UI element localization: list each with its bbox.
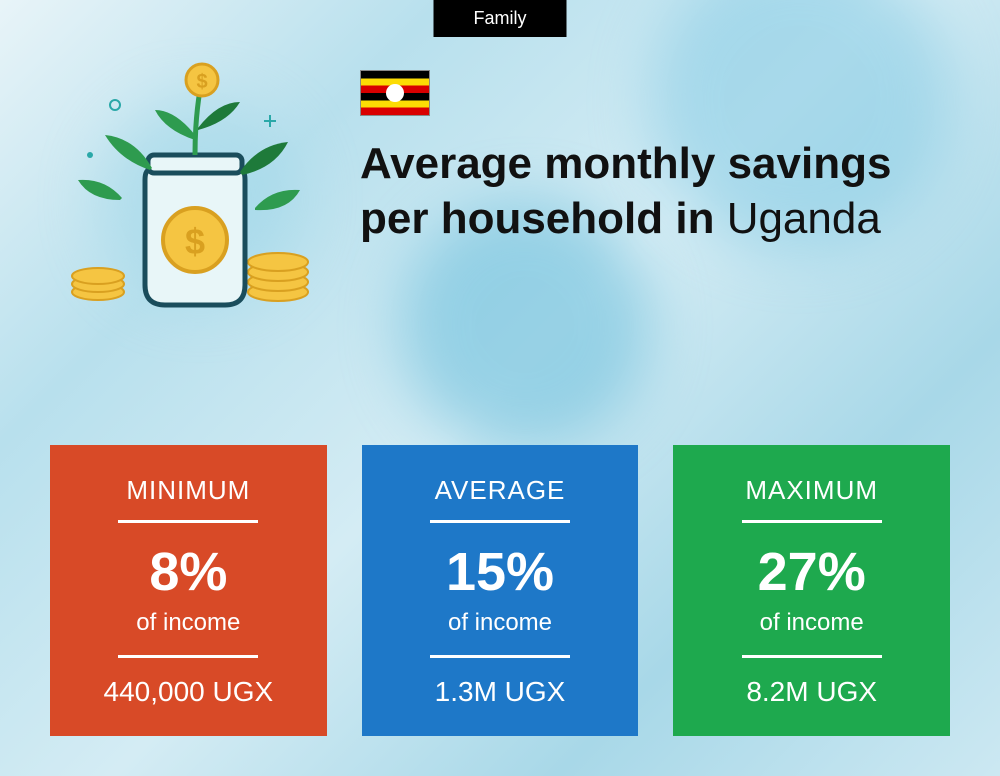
headline: Average monthly savings per household in…: [360, 136, 940, 246]
card-amount: 440,000 UGX: [70, 676, 307, 708]
card-percent: 27%: [693, 541, 930, 603]
card-divider: [430, 520, 570, 523]
card-label: AVERAGE: [382, 475, 619, 506]
card-sub: of income: [693, 609, 930, 637]
card-sub: of income: [70, 609, 307, 637]
card-amount: 1.3M UGX: [382, 676, 619, 708]
stat-card-average: AVERAGE 15% of income 1.3M UGX: [362, 445, 639, 736]
card-divider: [118, 655, 258, 658]
uganda-flag-icon: [360, 70, 430, 116]
category-badge: Family: [434, 0, 567, 37]
card-label: MAXIMUM: [693, 475, 930, 506]
card-divider: [118, 520, 258, 523]
card-divider: [742, 655, 882, 658]
stat-cards-row: MINIMUM 8% of income 440,000 UGX AVERAGE…: [50, 445, 950, 736]
card-divider: [742, 520, 882, 523]
svg-text:$: $: [196, 71, 207, 93]
card-percent: 15%: [382, 541, 619, 603]
card-divider: [430, 655, 570, 658]
card-percent: 8%: [70, 541, 307, 603]
stat-card-maximum: MAXIMUM 27% of income 8.2M UGX: [673, 445, 950, 736]
card-amount: 8.2M UGX: [693, 676, 930, 708]
headline-country: Uganda: [727, 194, 881, 243]
card-label: MINIMUM: [70, 475, 307, 506]
header-section: $ $ Average monthly savings per househol…: [60, 60, 940, 320]
card-sub: of income: [382, 609, 619, 637]
stat-card-minimum: MINIMUM 8% of income 440,000 UGX: [50, 445, 327, 736]
savings-jar-illustration: $ $: [60, 60, 320, 320]
svg-text:$: $: [185, 221, 205, 262]
title-area: Average monthly savings per household in…: [360, 60, 940, 246]
